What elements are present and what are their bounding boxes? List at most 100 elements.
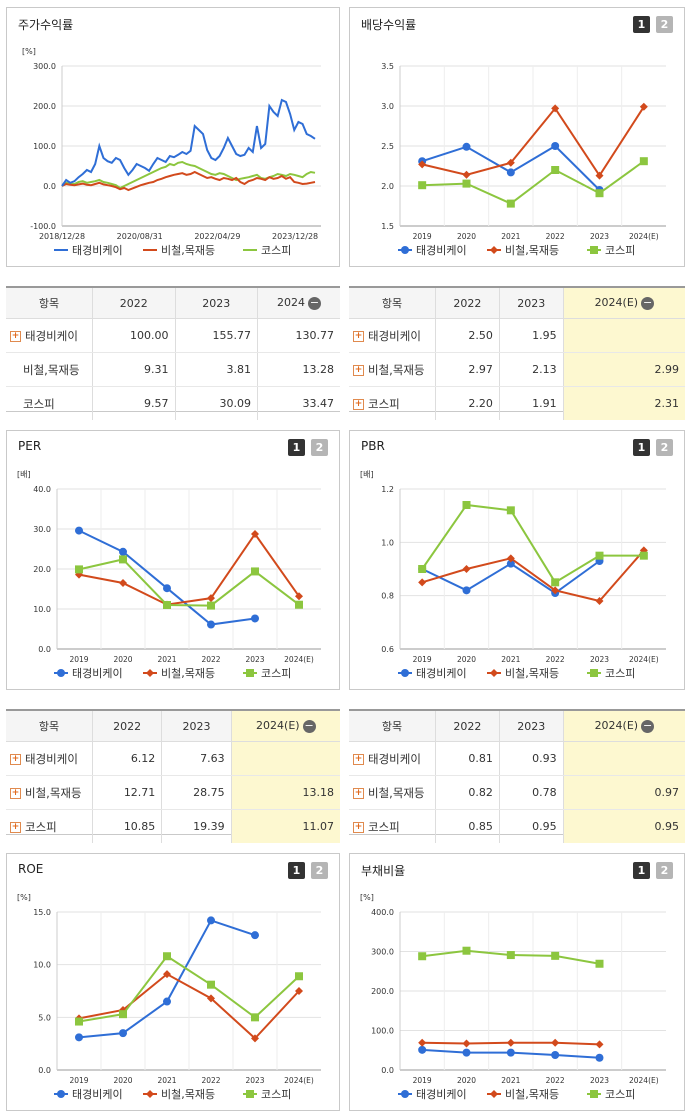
y-tick-label: 200.0 [371, 987, 394, 996]
x-tick-label: 2023 [590, 655, 609, 664]
y-tick-label: 2.0 [381, 182, 394, 191]
legend-label: 코스피 [605, 667, 635, 680]
y-tick-label: 40.0 [33, 485, 51, 494]
table-header: 2023 [498, 711, 564, 742]
table-cell [562, 318, 685, 353]
expand-plus-icon[interactable]: + [353, 330, 364, 342]
page-1-button[interactable]: 1 [633, 862, 650, 879]
x-tick-label: 2024(E) [629, 1076, 659, 1085]
data-point [251, 931, 259, 940]
legend-label: 비철,목재등 [161, 667, 215, 680]
row-label[interactable]: + 비철,목재등 [349, 352, 436, 387]
stock-return-title: 주가수익률 [18, 18, 74, 32]
row-label[interactable]: + 태경비케이 [349, 318, 436, 353]
data-point [401, 246, 409, 254]
row-label-text: 비철,목재등 [368, 785, 425, 800]
row-label[interactable]: + 비철,목재등 [349, 775, 436, 810]
data-point [490, 669, 498, 677]
data-point [75, 1017, 83, 1026]
x-tick-label: 2020 [457, 232, 476, 241]
expand-plus-icon[interactable]: + [353, 364, 364, 376]
legend-label: 비철,목재등 [161, 244, 215, 257]
page-1-button[interactable]: 1 [633, 439, 650, 456]
pbr-title: PBR [361, 439, 385, 453]
x-tick-label: 2022/04/29 [194, 232, 240, 241]
data-point [295, 600, 303, 609]
legend-label: 태경비케이 [416, 244, 467, 257]
page-1-button[interactable]: 1 [633, 16, 650, 33]
series-line [78, 558, 300, 607]
data-point [639, 102, 648, 111]
stock-return-panel: 주가수익률 [%] -100.0 0.0 100.0 200.0 300.0 2018/12… [6, 7, 340, 267]
page-2-button[interactable]: 2 [311, 439, 328, 456]
collapse-icon[interactable]: − [302, 718, 316, 733]
expand-plus-icon[interactable]: + [353, 787, 364, 799]
data-point [119, 1010, 127, 1019]
expand-plus-icon[interactable]: + [10, 821, 21, 833]
x-tick-label: 2024(E) [629, 232, 659, 241]
data-point [595, 1053, 604, 1062]
data-point [506, 158, 515, 167]
series-line [61, 170, 316, 192]
y-tick-label: -100.0 [30, 222, 56, 231]
y-tick-label: 0.0 [38, 645, 51, 654]
row-label[interactable]: + 코스피 [349, 387, 436, 421]
data-point [57, 669, 65, 677]
data-point [418, 181, 427, 190]
per-panel: PER 1 2 [배] 0.0 10.0 20.0 30.0 40.0 2019 2020 20… [6, 430, 340, 690]
x-tick-label: 2022 [201, 1076, 220, 1085]
expand-plus-icon[interactable]: + [10, 330, 21, 342]
x-tick-label: 2021 [501, 1076, 520, 1085]
collapse-icon[interactable]: − [641, 295, 655, 310]
y-tick-label: 0.0 [381, 1066, 394, 1075]
series-line [422, 160, 645, 205]
legend-label: 태경비케이 [416, 1088, 467, 1101]
legend-label: 코스피 [261, 1088, 291, 1101]
data-point [146, 669, 154, 677]
table-cell: 0.81 [435, 741, 500, 776]
data-point [595, 171, 604, 180]
data-point [163, 952, 171, 961]
data-point [57, 1090, 65, 1098]
legend-label: 코스피 [605, 244, 635, 257]
y-tick-label: 15.0 [33, 908, 51, 917]
dividend-yield-title: 배당수익률 [361, 18, 417, 32]
expand-plus-icon[interactable]: + [10, 787, 21, 799]
row-label[interactable]: + 코스피 [6, 810, 93, 844]
expand-plus-icon[interactable]: + [10, 753, 21, 765]
row-label[interactable]: + 태경비케이 [349, 741, 436, 776]
page-1-button[interactable]: 1 [288, 862, 305, 879]
stock-return-table-panel: 항목 2022 2023 2024− + 태경비케이 100.00 155.77 … [6, 286, 340, 420]
expand-plus-icon[interactable]: + [353, 821, 364, 833]
table-cell: 7.63 [161, 741, 232, 776]
collapse-icon[interactable]: − [641, 718, 655, 733]
page-2-button[interactable]: 2 [311, 862, 328, 879]
table-header-2024e: 2024(E) − [562, 288, 685, 319]
legend-label: 태경비케이 [72, 244, 123, 257]
expand-plus-icon[interactable]: + [353, 753, 364, 765]
per-chart: [배] 0.0 10.0 20.0 30.0 40.0 2019 2020 2021 2022 20… [17, 470, 321, 680]
page-1-button[interactable]: 1 [288, 439, 305, 456]
data-point [207, 980, 215, 989]
unit-label: [%] [17, 893, 31, 902]
y-tick-label: 0.8 [381, 592, 394, 601]
row-label[interactable]: + 태경비케이 [6, 741, 93, 776]
row-label[interactable]: + 코스피 [349, 810, 436, 844]
legend-label: 코스피 [605, 1088, 635, 1101]
row-label[interactable]: + 비철,목재등 [6, 775, 93, 810]
x-tick-label: 2024(E) [629, 655, 659, 664]
expand-plus-icon[interactable]: + [353, 398, 364, 410]
series-line [78, 919, 256, 1039]
legend-label: 비철,목재등 [161, 1088, 215, 1101]
page-2-button[interactable]: 2 [656, 439, 673, 456]
x-tick-label: 2022 [546, 1076, 565, 1085]
y-tick-label: 100.0 [371, 1027, 394, 1036]
row-label[interactable]: + 태경비케이 [6, 318, 93, 353]
page-2-button[interactable]: 2 [656, 16, 673, 33]
row-label-text: 비철,목재등 [25, 785, 82, 800]
table-cell: 1.91 [498, 386, 564, 420]
page-2-button[interactable]: 2 [656, 862, 673, 879]
collapse-icon[interactable]: − [308, 295, 321, 310]
data-point [251, 530, 259, 538]
row-label-text: 비철,목재등 [368, 362, 425, 377]
